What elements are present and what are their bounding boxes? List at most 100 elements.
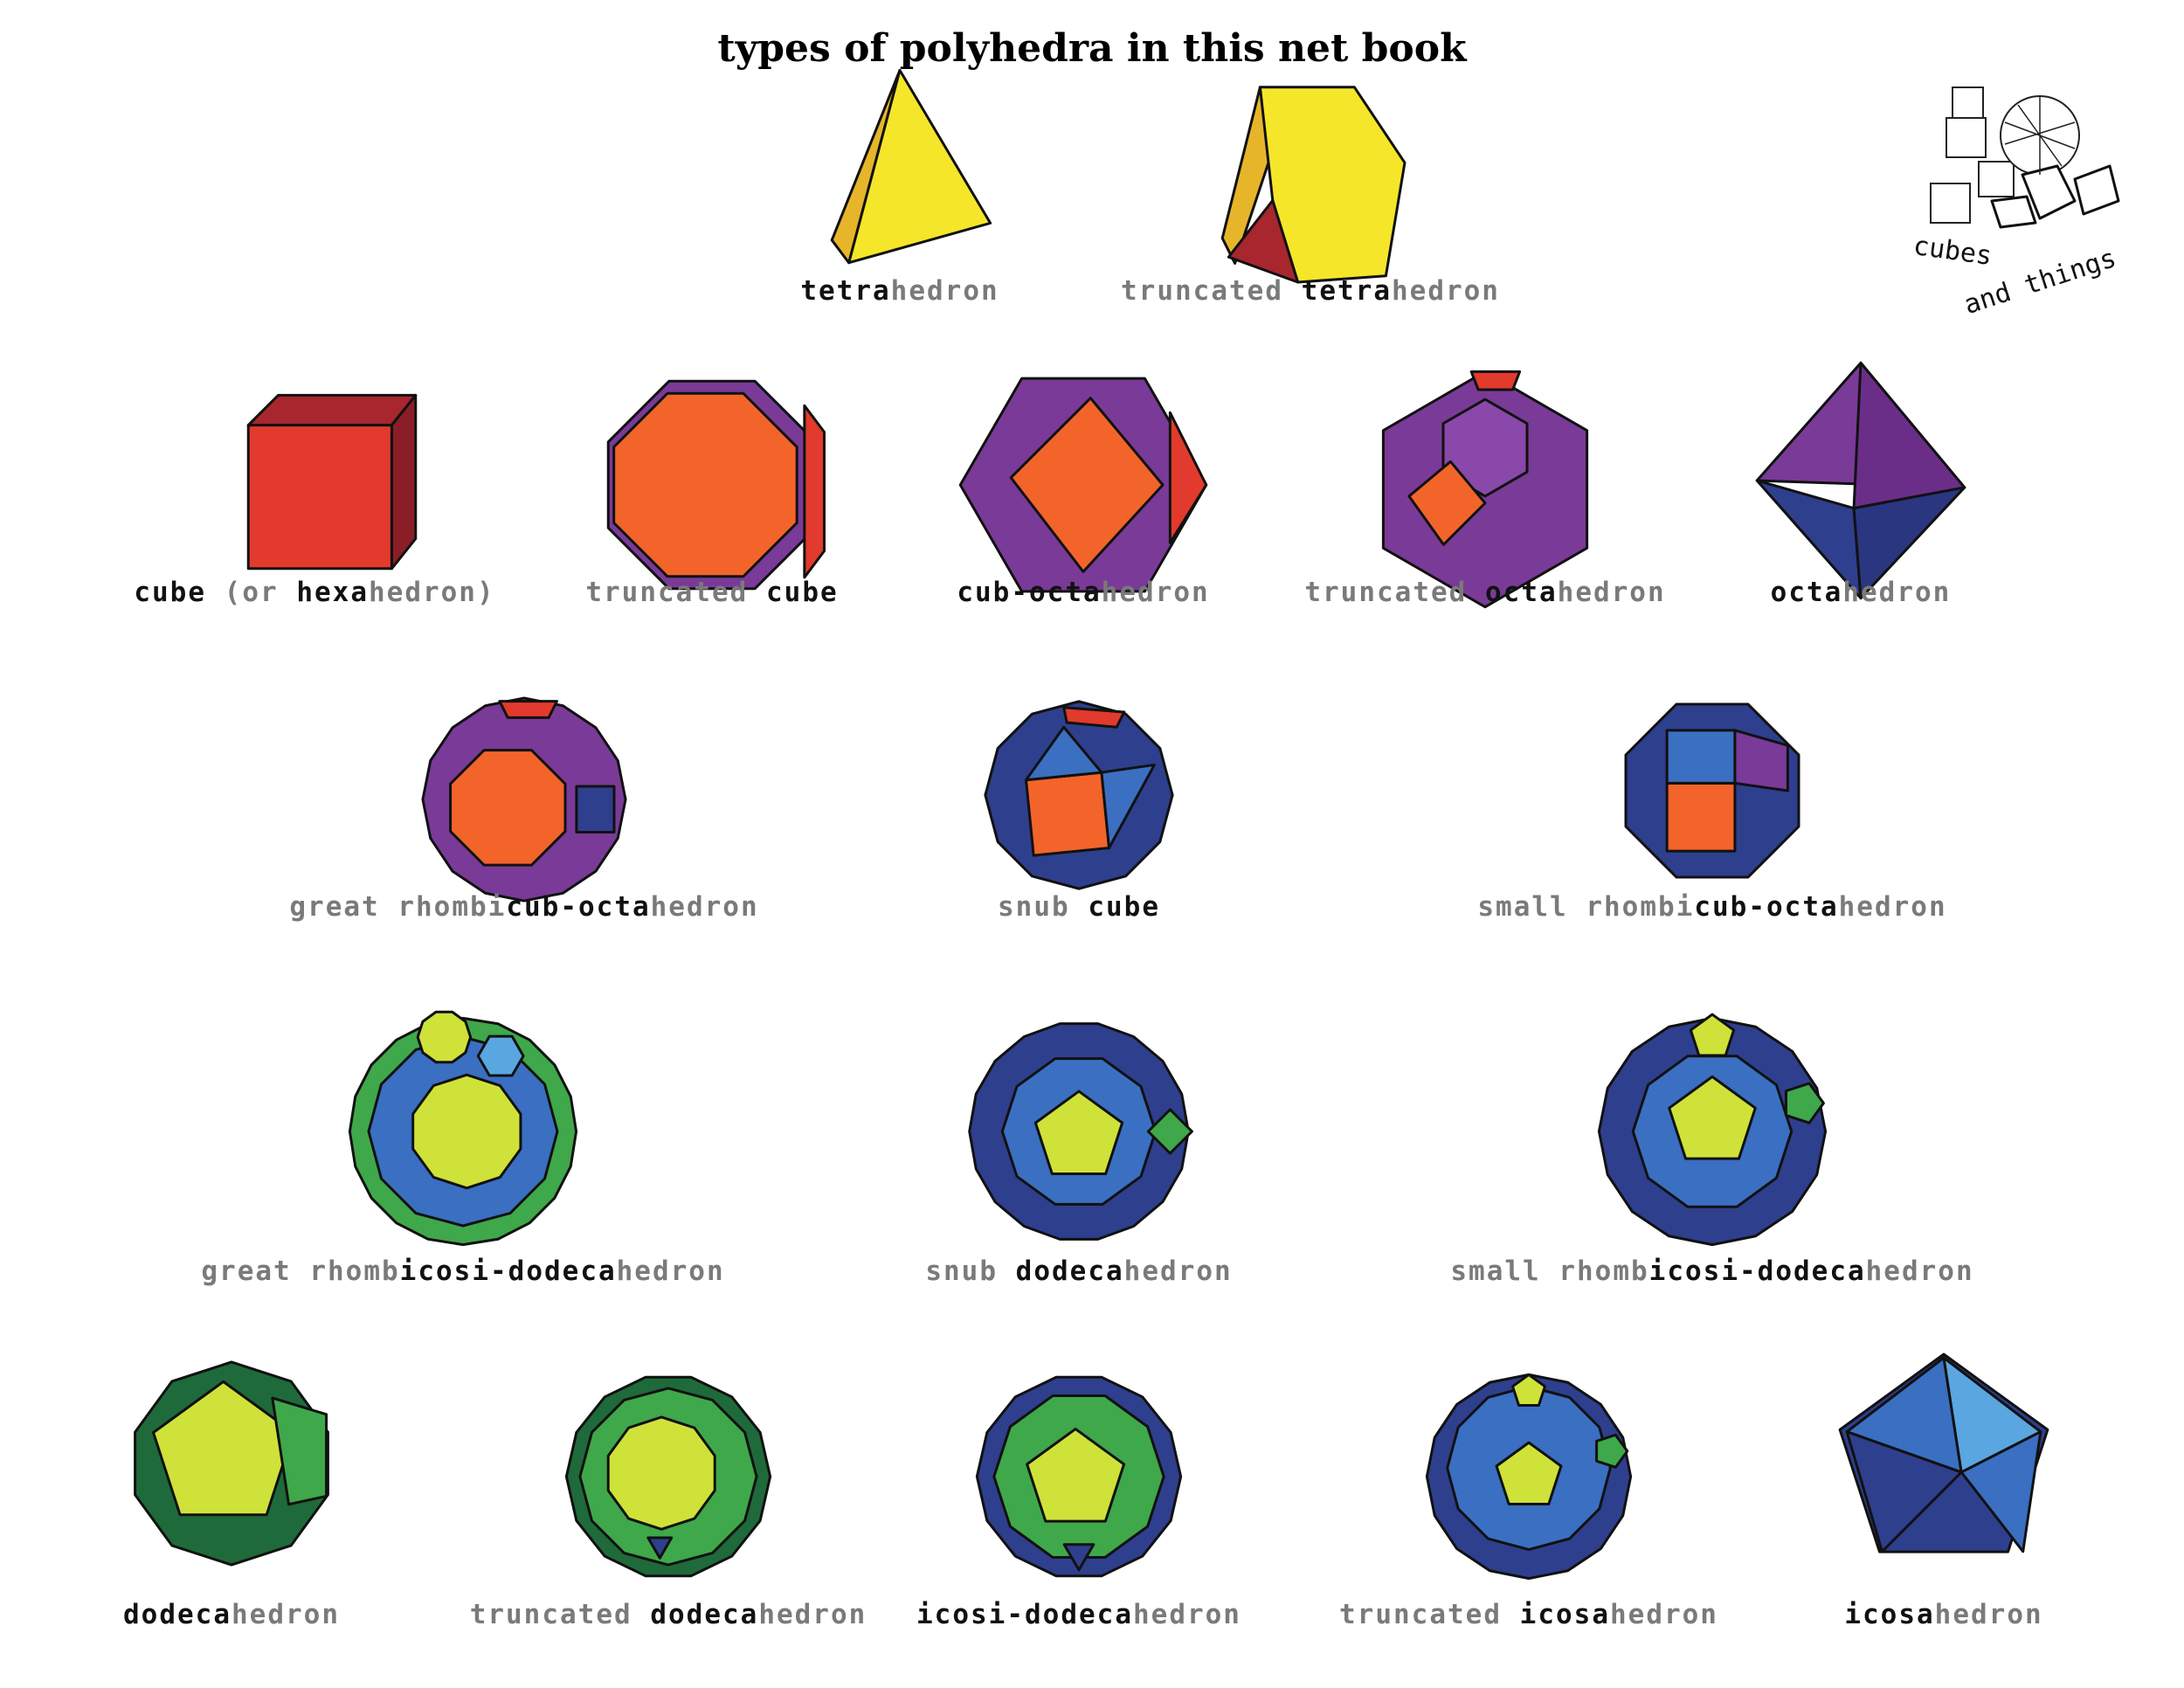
page-title: types of polyhedra in this net book: [717, 26, 1467, 71]
label-part: tetra: [1301, 275, 1392, 307]
label-part: hedron: [1609, 1599, 1718, 1630]
snub-cube-icon: [984, 700, 1174, 890]
label-part: octa: [1770, 577, 1843, 608]
label-part: tetra: [800, 275, 891, 307]
face: [1689, 1013, 1736, 1057]
truncated-icosahedron-icon: [1425, 1373, 1633, 1581]
face: [646, 1536, 674, 1560]
dodecahedron-label: dodecahedron: [123, 1599, 340, 1630]
face: [476, 1034, 525, 1077]
label-part: hedron: [1101, 577, 1210, 608]
snub-dodecahedron-icon: [968, 1022, 1193, 1241]
label-part: great rhombi: [289, 891, 507, 923]
small-rhombicuboctahedron-icon: [1624, 702, 1800, 879]
cuboctahedron-label: cub-octahedron: [957, 577, 1209, 608]
label-part: cube: [1088, 891, 1160, 923]
face: [1033, 1090, 1124, 1175]
snub-cube-label: snub cube: [998, 891, 1160, 923]
label-part: hedron: [890, 275, 999, 307]
face: [1668, 1075, 1757, 1160]
label-part: hedron): [368, 577, 495, 608]
face: [271, 1396, 328, 1506]
face: [1025, 771, 1111, 857]
label-part: cub-octa: [957, 577, 1102, 608]
label-part: icosa: [1844, 1599, 1935, 1630]
face: [390, 393, 418, 571]
face: [1959, 1430, 2042, 1553]
label-part: cube: [134, 577, 207, 608]
label-part: icosi-dodeca: [916, 1599, 1133, 1630]
icosahedron-icon: [1838, 1352, 2049, 1553]
face: [847, 68, 992, 265]
label-part: snub: [925, 1256, 1016, 1287]
face: [1062, 706, 1126, 729]
label-part: cub-octa: [1694, 891, 1839, 923]
truncated-octahedron-icon: [1381, 370, 1589, 609]
label-part: truncated: [1339, 1599, 1520, 1630]
face: [416, 1010, 473, 1064]
cube-icon: [246, 393, 418, 571]
label-part: hedron: [1557, 577, 1666, 608]
truncated-tetrahedron-icon: [1220, 86, 1406, 284]
label-part: dodeca: [1015, 1256, 1124, 1287]
label-part: truncated: [469, 1599, 651, 1630]
label-part: hexa: [296, 577, 369, 608]
logo-shapes-icon: [1930, 86, 2120, 229]
face: [1469, 370, 1522, 391]
dodecahedron-icon: [134, 1360, 329, 1567]
label-part: snub: [998, 891, 1089, 923]
face: [1009, 397, 1165, 573]
face: [246, 424, 393, 571]
truncated-cube-label: truncated cube: [585, 577, 838, 608]
label-part: icosi-dodeca: [399, 1256, 617, 1287]
cuboctahedron-icon: [958, 377, 1208, 593]
label-part: icosi-dodeca: [1648, 1256, 1866, 1287]
face: [606, 1415, 716, 1531]
label-part: hedron: [1842, 577, 1952, 608]
great-rhombicosidodecahedron-label: great rhombicosi-dodecahedron: [201, 1256, 724, 1287]
label-part: hedron: [1865, 1256, 1974, 1287]
label-part: octa: [1485, 577, 1558, 608]
face: [1852, 486, 1966, 600]
label-part: cube: [765, 577, 839, 608]
label-part: dodeca: [123, 1599, 232, 1630]
face: [1665, 729, 1737, 785]
label-part: hedron: [616, 1256, 725, 1287]
label-part: hedron: [232, 1599, 340, 1630]
snub-dodecahedron-label: snub dodecahedron: [925, 1256, 1232, 1287]
label-part: hedron: [1132, 1599, 1241, 1630]
label-part: hedron: [1934, 1599, 2043, 1630]
face: [1407, 460, 1487, 546]
face: [1100, 763, 1156, 849]
icosidodecahedron-icon: [975, 1375, 1183, 1578]
label-part: small rhomb: [1450, 1256, 1649, 1287]
face: [1227, 198, 1300, 284]
truncated-icosahedron-label: truncated icosahedron: [1339, 1599, 1718, 1630]
label-part: hedron: [650, 891, 759, 923]
face: [1062, 1543, 1095, 1572]
face: [1146, 1108, 1193, 1155]
face: [411, 1073, 522, 1190]
small-rhombicosidodecahedron-label: small rhombicosi-dodecahedron: [1450, 1256, 1973, 1287]
face: [498, 700, 558, 719]
small-rhombicosidodecahedron-icon: [1597, 1013, 1828, 1247]
face: [246, 393, 418, 427]
face: [1845, 1430, 1963, 1553]
great-rhombicuboctahedron-icon: [421, 696, 627, 903]
face: [1511, 1373, 1546, 1408]
icosidodecahedron-label: icosi-dodecahedron: [916, 1599, 1241, 1630]
face: [1784, 1082, 1825, 1124]
face: [575, 785, 616, 834]
label-part: truncated: [1121, 275, 1302, 307]
tetrahedron-label: tetrahedron: [800, 275, 999, 307]
tetrahedron-icon: [830, 68, 992, 265]
face: [612, 391, 798, 578]
octahedron-icon: [1755, 361, 1966, 600]
truncated-cube-icon: [606, 379, 826, 591]
label-part: hedron: [758, 1599, 867, 1630]
label-part: cub-octa: [506, 891, 651, 923]
great-rhombicosidodecahedron-icon: [348, 1010, 578, 1247]
label-part: hedron: [1391, 275, 1500, 307]
label-part: dodeca: [650, 1599, 759, 1630]
